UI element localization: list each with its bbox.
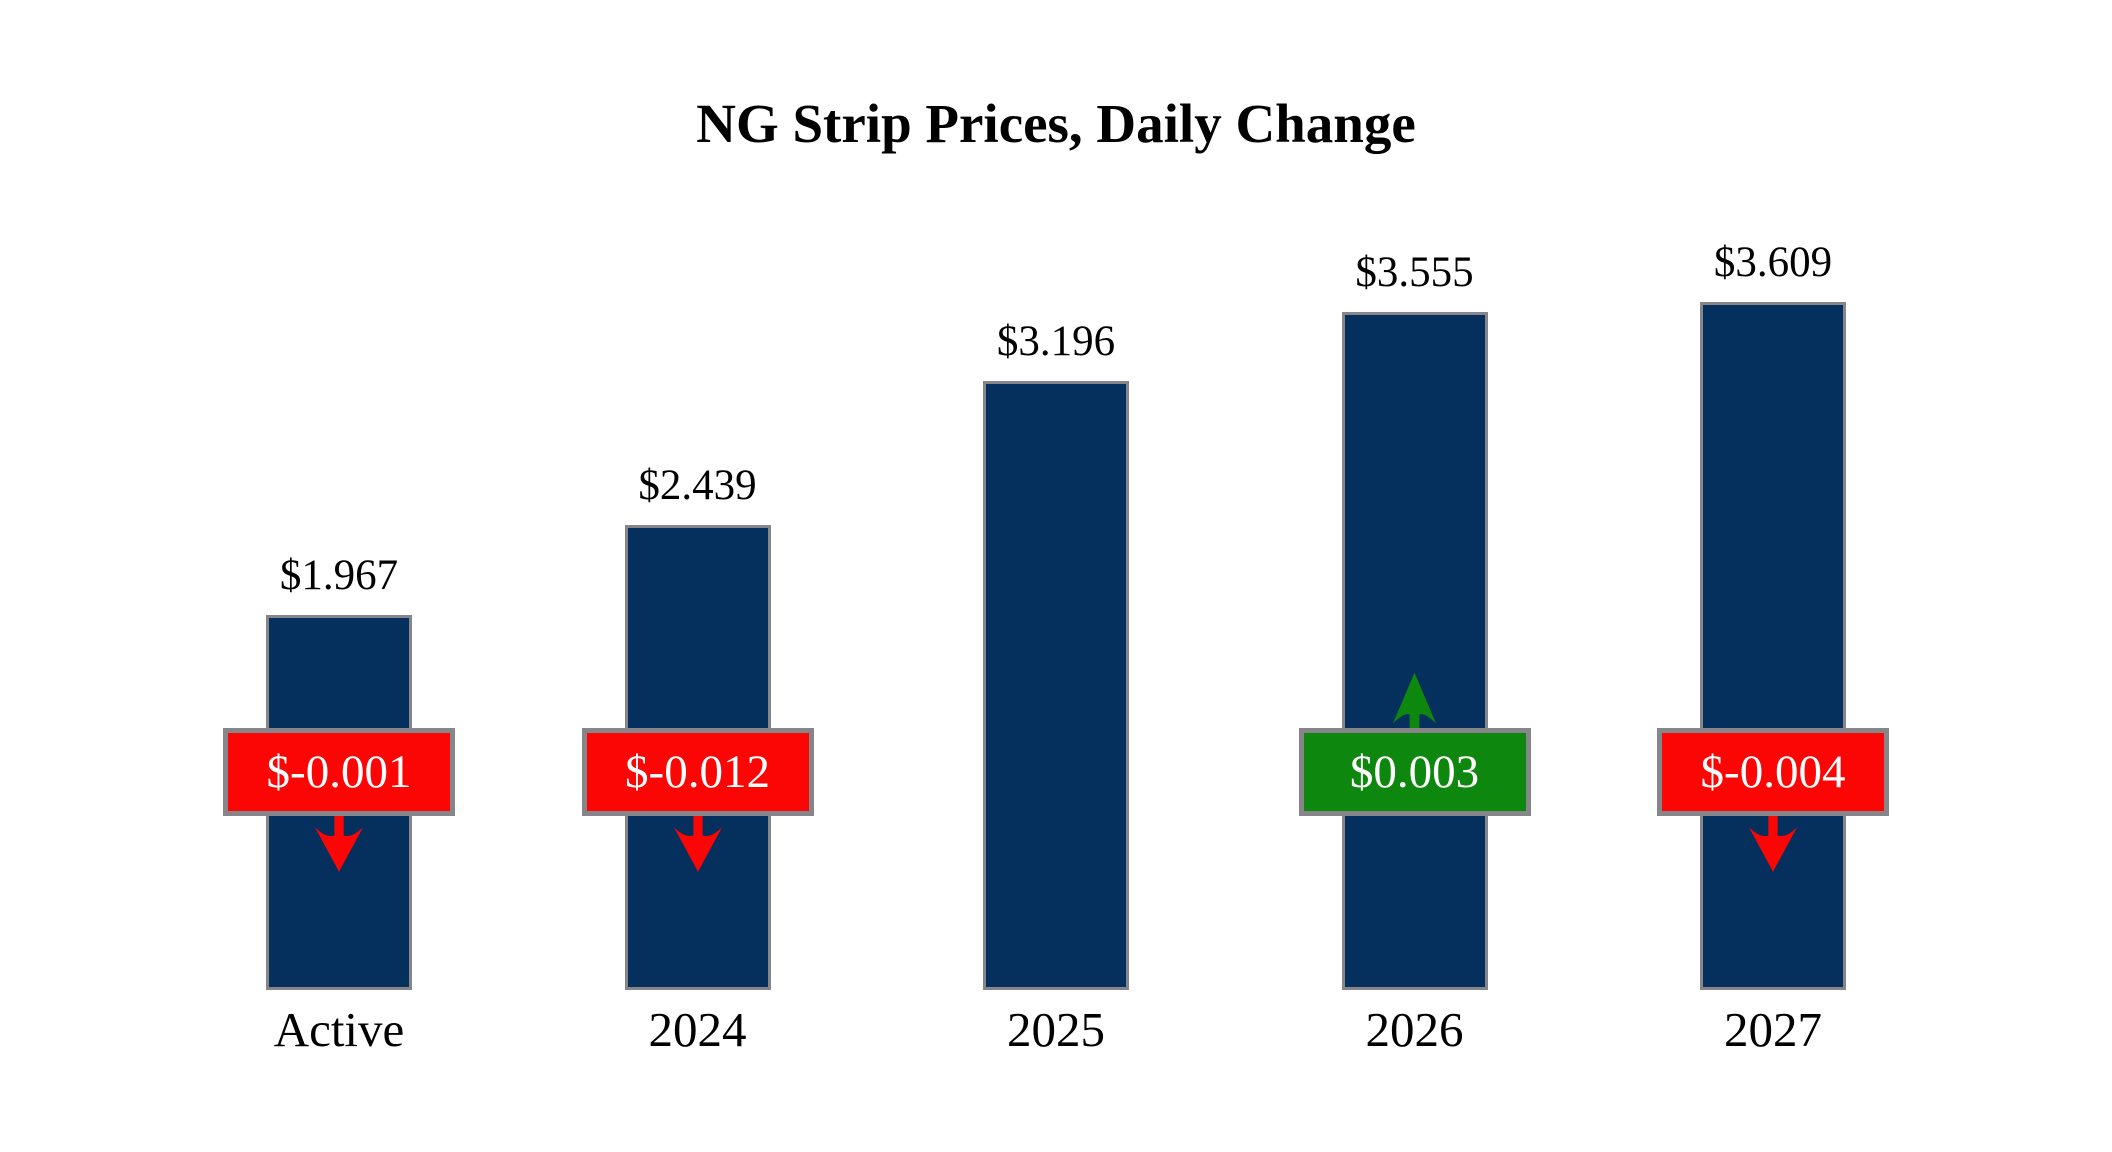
bar-value-label: $2.439: [638, 462, 757, 509]
down-arrow-icon: [314, 812, 364, 872]
change-badge-label: $-0.012: [625, 745, 770, 798]
arrow-shape: [314, 812, 364, 872]
bar: [1341, 312, 1488, 990]
down-arrow-icon: [673, 812, 722, 872]
change-badge-label: $-0.001: [266, 745, 412, 798]
change-badge: $-0.004: [1657, 728, 1889, 816]
bar-value-label: $1.967: [279, 552, 399, 599]
arrow-shape: [673, 812, 722, 872]
bar-value-label: $3.609: [1713, 239, 1833, 286]
up-arrow-icon: [1392, 672, 1437, 730]
change-badge-label: $-0.004: [1700, 745, 1846, 798]
bar-value-label: $3.196: [996, 318, 1116, 365]
axis-category-label: 2026: [1365, 1002, 1464, 1057]
arrow-shape: [1748, 812, 1798, 872]
axis-category-label: 2025: [1007, 1002, 1105, 1057]
change-badge: $-0.001: [223, 728, 455, 816]
axis-category-label: 2024: [648, 1002, 747, 1057]
axis-category-label: 2027: [1724, 1002, 1822, 1057]
bar-value-label: $3.555: [1355, 249, 1474, 296]
change-badge-label: $0.003: [1349, 745, 1480, 798]
change-badge: $-0.012: [581, 728, 814, 816]
bar: [983, 381, 1129, 990]
bar: [1700, 302, 1846, 990]
change-badge: $0.003: [1298, 728, 1531, 816]
chart-title: NG Strip Prices, Daily Change: [696, 93, 1416, 154]
arrow-shape: [1392, 672, 1437, 730]
down-arrow-icon: [1748, 812, 1798, 872]
axis-category-label: Active: [273, 1002, 405, 1057]
